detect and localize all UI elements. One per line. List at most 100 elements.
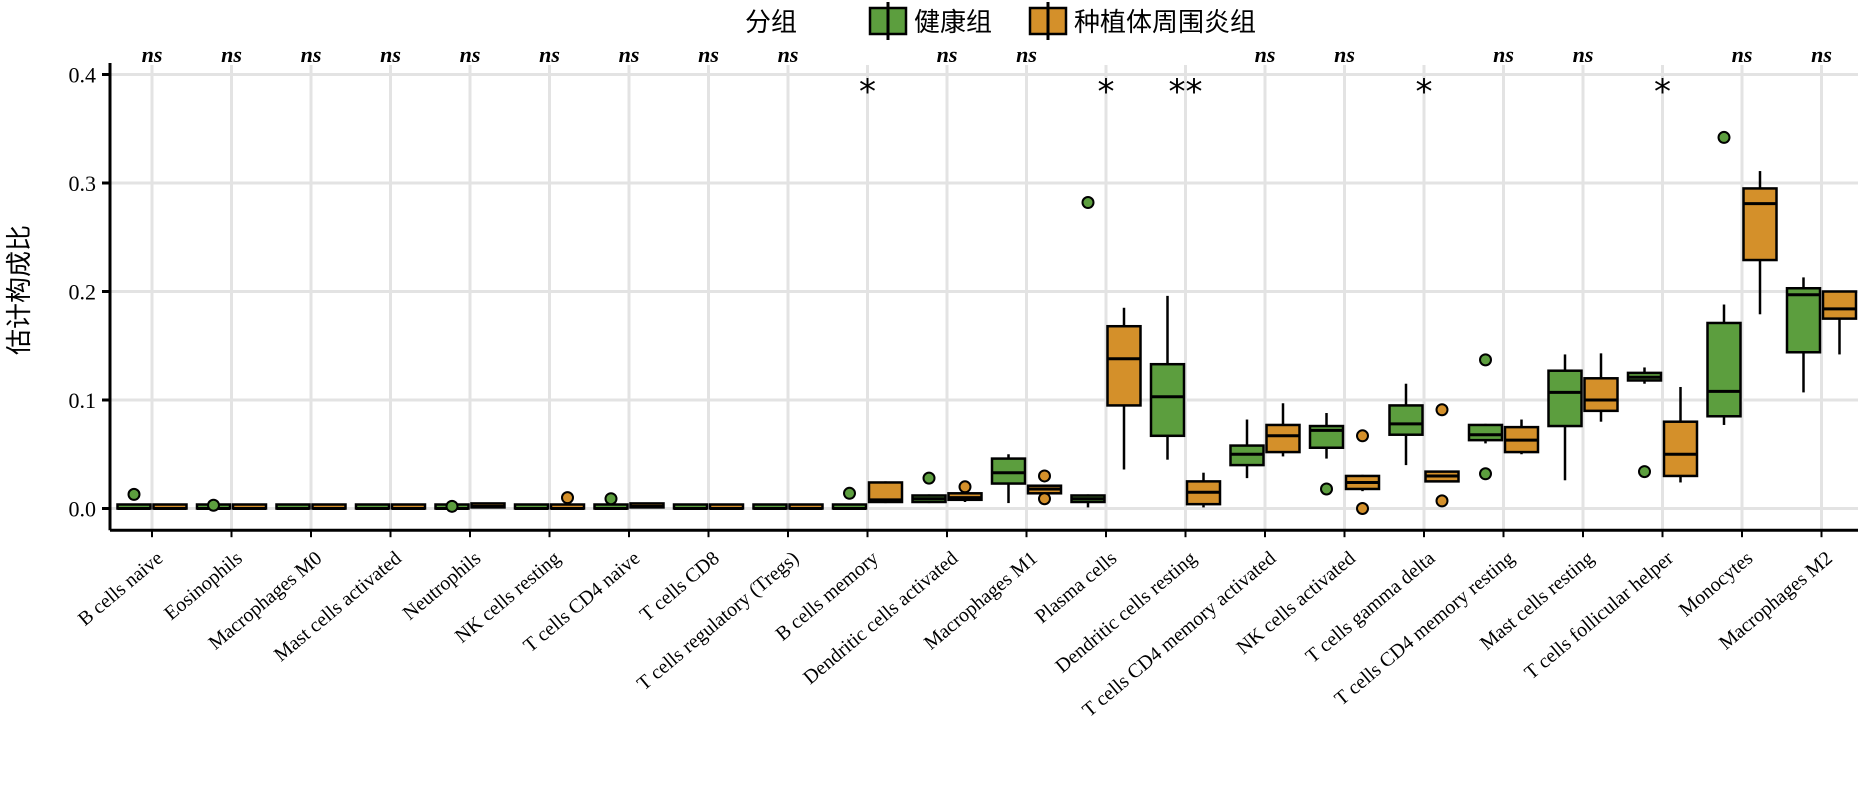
significance-label-3: ns	[380, 42, 401, 67]
box-healthy-10	[911, 471, 947, 504]
x-category-label-20: Monocytes	[1675, 547, 1757, 621]
legend-label-periimplantitis: 种植体周围炎组	[1074, 8, 1256, 38]
x-category-label-13: Dendritic cells resting	[1051, 547, 1200, 677]
box-healthy-5	[513, 503, 550, 510]
box-periimplantitis-5	[549, 491, 586, 510]
significance-label-17: ns	[1493, 42, 1514, 67]
box-body	[1467, 423, 1504, 442]
box-healthy-3	[354, 503, 391, 510]
box-body	[1662, 420, 1699, 478]
outlier-point	[1038, 492, 1051, 506]
box-periimplantitis-20	[1742, 171, 1778, 315]
x-category-label-0: B cells naive	[74, 547, 167, 630]
significance-label-10: ns	[937, 42, 958, 67]
significance-labels: ns ns ns ns ns ns ns ns ns*ns ns* **ns ns*ns ns*ns ns	[142, 42, 1832, 112]
significance-label-7: ns	[698, 42, 719, 67]
outlier-point	[843, 486, 856, 500]
box-body	[1106, 324, 1142, 407]
box-periimplantitis-17	[1503, 419, 1540, 455]
y-tick-label-1: 0.1	[69, 388, 97, 413]
x-category-label-16: T cells gamma delta	[1302, 547, 1440, 668]
box-healthy-4	[434, 499, 470, 513]
box-healthy-7	[672, 503, 709, 510]
outlier-point	[1479, 353, 1492, 367]
outlier-point	[1320, 482, 1333, 496]
x-category-label-19: T cells follicular helper	[1520, 547, 1677, 684]
x-category-label-8: T cells regulatory (Tregs)	[633, 547, 803, 695]
significance-label-13: **	[1169, 72, 1203, 112]
box-periimplantitis-4	[470, 502, 506, 509]
y-tick-label-0: 0.0	[69, 497, 97, 522]
box-healthy-20	[1706, 130, 1742, 425]
significance-label-8: ns	[778, 42, 799, 67]
box-periimplantitis-13	[1185, 472, 1222, 508]
box-periimplantitis-12	[1106, 307, 1142, 470]
box-periimplantitis-14	[1265, 403, 1301, 457]
box-periimplantitis-0	[152, 503, 188, 510]
significance-label-19: *	[1654, 72, 1671, 112]
outlier-point	[1435, 494, 1449, 508]
significance-label-20: ns	[1732, 42, 1753, 67]
significance-label-5: ns	[539, 42, 560, 67]
outlier-point	[1479, 467, 1492, 481]
significance-label-16: *	[1416, 72, 1433, 112]
significance-label-11: ns	[1016, 42, 1037, 67]
box-healthy-19	[1626, 367, 1663, 479]
significance-label-15: ns	[1334, 42, 1355, 67]
box-healthy-0	[116, 487, 152, 510]
box-body	[1583, 377, 1619, 413]
significance-label-1: ns	[221, 42, 242, 67]
box-periimplantitis-21	[1821, 290, 1858, 355]
box-healthy-9	[831, 486, 868, 510]
outlier-point	[1435, 403, 1449, 417]
outlier-point	[922, 471, 936, 485]
y-ticks: 0.0 0.1 0.2 0.3 0.4	[69, 63, 1823, 538]
outlier-point	[127, 487, 141, 501]
box-healthy-8	[752, 503, 788, 510]
outlier-point	[1038, 469, 1051, 483]
box-periimplantitis-10	[947, 480, 983, 502]
y-tick-label-4: 0.4	[69, 63, 97, 88]
box-body	[1265, 423, 1301, 454]
significance-label-4: ns	[460, 42, 481, 67]
box-healthy-11	[990, 454, 1027, 504]
box-periimplantitis-19	[1662, 386, 1699, 483]
box-healthy-2	[275, 503, 311, 510]
significance-label-18: ns	[1573, 42, 1594, 67]
box-healthy-18	[1547, 354, 1583, 481]
box-healthy-14	[1229, 419, 1265, 479]
significance-label-14: ns	[1255, 42, 1276, 67]
outlier-point	[958, 480, 972, 494]
significance-label-6: ns	[619, 42, 640, 67]
y-tick-label-2: 0.2	[69, 280, 97, 305]
outlier-point	[561, 491, 574, 505]
box-periimplantitis-7	[708, 503, 745, 510]
box-healthy-1	[195, 498, 232, 512]
box-periimplantitis-2	[311, 503, 347, 510]
legend-label-healthy: 健康组	[914, 8, 992, 38]
outlier-point	[1638, 465, 1651, 479]
box-body	[990, 457, 1027, 485]
box-periimplantitis-11	[1026, 469, 1063, 506]
box-periimplantitis-6	[629, 502, 665, 509]
outlier-point	[1717, 130, 1731, 144]
outlier-point	[1356, 502, 1369, 515]
outlier-point	[1081, 196, 1095, 210]
outlier-point	[604, 492, 618, 506]
box-healthy-21	[1785, 277, 1822, 393]
box-body	[1785, 286, 1822, 354]
significance-label-9: *	[859, 72, 876, 112]
axes	[108, 63, 1858, 532]
legend-title: 分组	[745, 8, 797, 38]
box-healthy-17	[1467, 353, 1504, 481]
significance-label-21: ns	[1811, 42, 1832, 67]
box-healthy-6	[593, 492, 629, 510]
y-axis-label: 估计构成比	[5, 225, 35, 355]
box-healthy-12	[1070, 196, 1106, 508]
box-body	[1821, 290, 1858, 320]
grid	[110, 65, 1858, 531]
significance-label-12: *	[1098, 72, 1115, 112]
boxes	[116, 130, 1858, 515]
